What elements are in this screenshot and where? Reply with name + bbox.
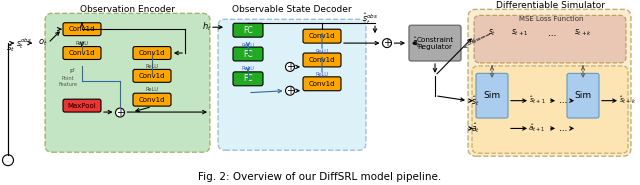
Text: ReLU: ReLU	[316, 72, 328, 77]
Text: Sim: Sim	[575, 91, 591, 100]
Text: +: +	[286, 62, 294, 72]
Text: Conv1d: Conv1d	[139, 50, 165, 56]
FancyBboxPatch shape	[233, 72, 263, 86]
FancyBboxPatch shape	[476, 73, 508, 118]
Text: Constraint
Regulator: Constraint Regulator	[417, 37, 454, 50]
Text: Conv1d: Conv1d	[68, 50, 95, 56]
Text: Conv1d: Conv1d	[308, 57, 335, 63]
Circle shape	[285, 86, 294, 95]
Text: FC: FC	[243, 74, 253, 83]
Text: Point: Point	[61, 76, 74, 81]
Text: $h_t$: $h_t$	[202, 21, 212, 33]
Text: Conv1d: Conv1d	[308, 33, 335, 39]
FancyBboxPatch shape	[63, 99, 101, 112]
FancyBboxPatch shape	[303, 53, 341, 67]
Text: +: +	[286, 86, 294, 96]
FancyBboxPatch shape	[233, 23, 263, 37]
Text: $o_t$: $o_t$	[38, 38, 47, 48]
Circle shape	[383, 39, 392, 48]
Text: Conv1d: Conv1d	[139, 97, 165, 103]
Text: Observable State Decoder: Observable State Decoder	[232, 5, 352, 14]
Circle shape	[3, 155, 13, 166]
Text: Conv1d: Conv1d	[139, 73, 165, 79]
Text: $\hat{a}_{t+1}$: $\hat{a}_{t+1}$	[528, 123, 546, 134]
Text: $\hat{a}_t$: $\hat{a}_t$	[471, 122, 480, 135]
Circle shape	[115, 108, 125, 117]
FancyBboxPatch shape	[303, 77, 341, 91]
FancyBboxPatch shape	[233, 47, 263, 61]
Text: $\cdots$: $\cdots$	[558, 124, 568, 133]
FancyBboxPatch shape	[63, 23, 101, 36]
Text: $s_t$: $s_t$	[6, 44, 15, 54]
Text: $\hat{s}_{t+k}$: $\hat{s}_{t+k}$	[620, 95, 637, 106]
Text: MSE Loss Function: MSE Loss Function	[519, 16, 583, 22]
Text: ReLU: ReLU	[76, 41, 88, 46]
Text: ReLU: ReLU	[145, 87, 159, 92]
Text: ReLU: ReLU	[145, 64, 159, 69]
Text: $\hat{s}_t$: $\hat{s}_t$	[412, 36, 420, 50]
Text: +: +	[116, 107, 124, 117]
Text: $s_t^{obs}$: $s_t^{obs}$	[16, 36, 32, 51]
Text: $\hat{s}_t^{obs}$: $\hat{s}_t^{obs}$	[362, 12, 378, 27]
FancyBboxPatch shape	[133, 47, 171, 59]
Text: ReLU: ReLU	[241, 43, 255, 48]
Text: MaxPool: MaxPool	[68, 103, 97, 109]
FancyBboxPatch shape	[218, 19, 366, 150]
FancyBboxPatch shape	[133, 93, 171, 106]
FancyBboxPatch shape	[468, 9, 631, 156]
Text: $\cdots$: $\cdots$	[547, 29, 557, 38]
Text: Differentiable Simulator: Differentiable Simulator	[495, 1, 605, 10]
Text: Sim: Sim	[483, 91, 500, 100]
Text: Conv1d: Conv1d	[308, 81, 335, 87]
FancyBboxPatch shape	[474, 15, 626, 63]
Circle shape	[285, 63, 294, 71]
Text: Fig. 2: Overview of our DiffSRL model pipeline.: Fig. 2: Overview of our DiffSRL model pi…	[198, 172, 442, 182]
Text: Conv1d: Conv1d	[68, 26, 95, 32]
Text: $s_{t+k}$: $s_{t+k}$	[574, 28, 592, 38]
Text: Observation Encoder: Observation Encoder	[81, 5, 175, 14]
Text: ReLU: ReLU	[316, 48, 328, 53]
FancyBboxPatch shape	[45, 13, 210, 152]
Text: $s_{t+1}$: $s_{t+1}$	[511, 28, 529, 38]
FancyBboxPatch shape	[472, 66, 628, 153]
Text: +: +	[383, 38, 391, 48]
FancyBboxPatch shape	[567, 73, 599, 118]
FancyBboxPatch shape	[409, 25, 461, 61]
Text: FC: FC	[243, 26, 253, 35]
FancyBboxPatch shape	[133, 69, 171, 82]
FancyBboxPatch shape	[303, 29, 341, 43]
FancyBboxPatch shape	[63, 47, 101, 59]
Text: p': p'	[69, 68, 75, 73]
Text: $\hat{s}_t$: $\hat{s}_t$	[471, 94, 479, 108]
Text: FC: FC	[243, 50, 253, 58]
Text: Feature: Feature	[58, 82, 77, 87]
Text: $\hat{s}_{t+1}$: $\hat{s}_{t+1}$	[529, 95, 545, 106]
Text: ReLU: ReLU	[241, 66, 255, 71]
Text: $s_t$: $s_t$	[488, 28, 496, 38]
Text: $\cdots$: $\cdots$	[558, 96, 568, 105]
